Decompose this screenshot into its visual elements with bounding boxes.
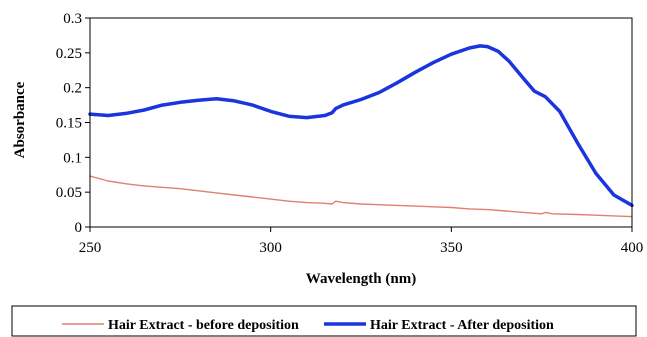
x-tick-label: 250	[79, 240, 102, 256]
y-tick-label: 0.2	[63, 81, 82, 97]
x-tick-label: 300	[259, 240, 282, 256]
legend-label-before: Hair Extract - before deposition	[108, 318, 299, 333]
y-axis-ticks: 0 0.05 0.1 0.15 0.2 0.25 0.3	[56, 11, 90, 236]
x-tick-label: 400	[621, 240, 644, 256]
y-tick-label: 0.25	[56, 46, 82, 62]
series-line-before-deposition	[89, 175, 633, 218]
x-axis-ticks: 250 300 350 400	[79, 227, 644, 256]
plot-area-frame	[89, 17, 633, 228]
y-tick-label: 0.3	[63, 11, 82, 27]
y-axis-title: Absorbance	[12, 81, 28, 158]
y-tick-label: 0.1	[63, 150, 82, 166]
series-line-after-deposition	[88, 44, 634, 208]
series-layer	[88, 44, 634, 218]
x-axis-title: Wavelength (nm)	[306, 271, 416, 287]
legend: Hair Extract - before deposition Hair Ex…	[11, 305, 637, 337]
y-tick-label: 0	[75, 220, 83, 236]
legend-label-after: Hair Extract - After deposition	[370, 318, 554, 333]
y-tick-label: 0.15	[56, 116, 82, 132]
x-tick-label: 350	[440, 240, 463, 256]
y-tick-label: 0.05	[56, 185, 82, 201]
legend-box	[11, 305, 637, 337]
